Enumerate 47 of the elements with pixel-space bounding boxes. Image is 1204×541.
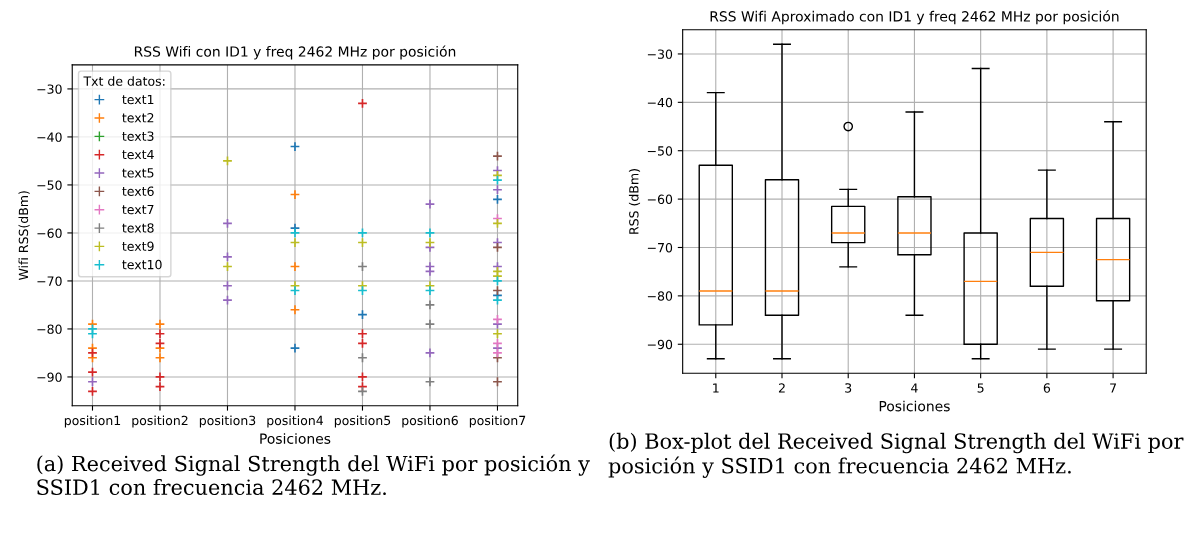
y-tick-label: −60 <box>647 194 673 205</box>
y-tick-label: −50 <box>37 180 62 190</box>
x-tick-label: position1 <box>64 415 121 428</box>
y-tick-label: −90 <box>37 372 62 382</box>
legend-label: text5 <box>122 168 154 178</box>
x-tick-label: position7 <box>469 415 526 428</box>
y-tick-label: −80 <box>647 291 673 301</box>
legend-label: text2 <box>122 113 154 123</box>
y-tick-label: −90 <box>647 339 673 350</box>
x-tick-label: 7 <box>1110 383 1117 393</box>
y-tick-label: −50 <box>647 146 673 156</box>
x-tick-label: 6 <box>1043 383 1051 393</box>
y-tick-label: −70 <box>37 276 62 286</box>
legend-label: text1 <box>122 94 154 105</box>
y-axis-title: Wifi RSS(dBm) <box>18 191 30 281</box>
legend-label: text7 <box>122 204 154 215</box>
x-tick-label: position3 <box>199 415 256 428</box>
x-axis-title: Posiciones <box>260 433 331 444</box>
x-tick-label: 3 <box>845 383 852 393</box>
y-tick-label: −40 <box>647 97 673 108</box>
legend-label: text6 <box>122 186 154 196</box>
text: (a) Received Signal Strength del WiFi por posición y SSID1 con frecuencia 2462 MHz. <box>37 454 590 496</box>
y-tick-label: −30 <box>37 84 62 94</box>
legend-label: text9 <box>122 241 154 251</box>
legend-label: text4 <box>122 149 154 160</box>
x-tick-label: position6 <box>402 415 458 428</box>
chart-title: RSS Wifi con ID1 y freq 2462 MHz por posición <box>134 45 456 60</box>
x-axis-title: Posiciones <box>879 400 950 412</box>
y-tick-label: −80 <box>37 324 62 334</box>
y-tick-label: −60 <box>37 228 62 238</box>
legend-title: Txt de datos: <box>83 76 165 86</box>
y-tick-label: −70 <box>647 242 673 253</box>
x-tick-label: position5 <box>334 415 391 428</box>
x-tick-label: 4 <box>911 383 918 393</box>
legend-label: text3 <box>122 131 154 141</box>
x-tick-label: 1 <box>713 383 719 393</box>
y-tick-label: −30 <box>647 49 673 59</box>
x-tick-label: position2 <box>132 415 188 428</box>
x-tick-label: 5 <box>977 383 984 393</box>
text: (b) Box-plot del Received Signal Strength del WiFi por posición y SSID1 con frecuencia 2462 MHz. <box>608 432 1184 478</box>
y-axis-title: RSS (dBm) <box>628 169 641 234</box>
legend-label: text8 <box>122 223 154 233</box>
chart-title: RSS Wifi Aproximado con ID1 y freq 2462 MHz por posición <box>710 10 1119 25</box>
legend-label: text10 <box>122 259 162 270</box>
x-tick-label: position4 <box>267 415 324 428</box>
y-tick-label: −40 <box>37 132 62 142</box>
x-tick-label: 2 <box>778 383 785 393</box>
